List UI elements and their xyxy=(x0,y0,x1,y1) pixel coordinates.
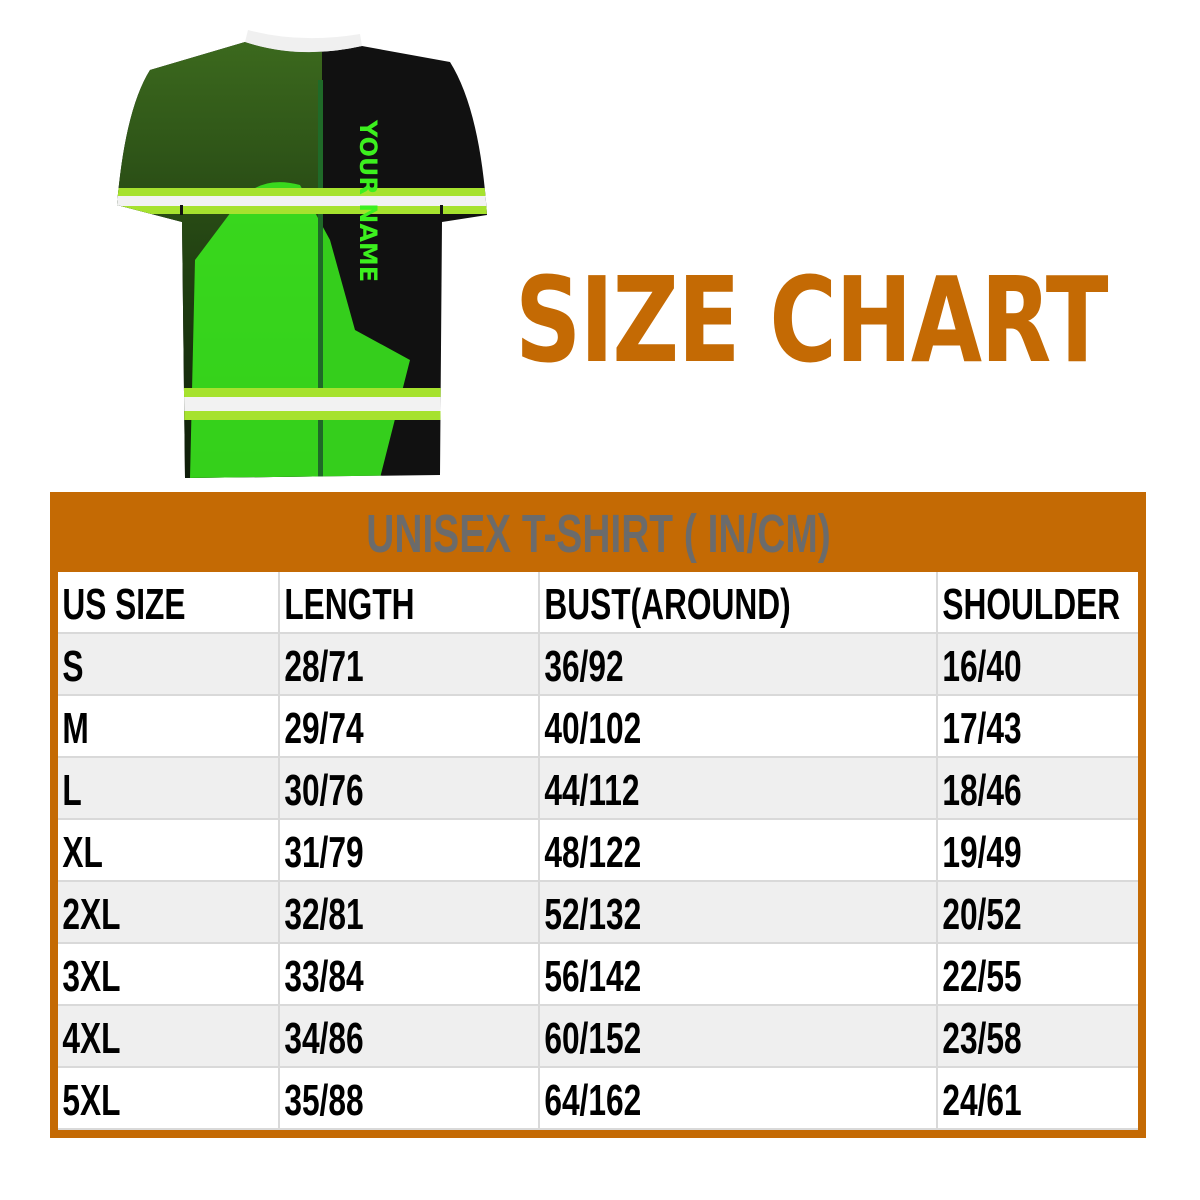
cell-bust: 64/162 xyxy=(540,1068,938,1130)
cell-size: 5XL xyxy=(58,1068,280,1130)
cell-shoulder: 18/46 xyxy=(942,766,1022,815)
cell-bust: 36/92 xyxy=(540,634,938,696)
table-row: S 28/71 36/92 16/40 xyxy=(58,634,1138,696)
page-title: SIZE CHART xyxy=(515,251,1108,389)
cell-length: 30/76 xyxy=(280,758,540,820)
cell-shoulder: 24/61 xyxy=(942,1076,1022,1125)
tshirt-image: YOUR NAME xyxy=(117,30,487,478)
cell-length: 29/74 xyxy=(280,696,540,758)
cell-shoulder: 20/52 xyxy=(942,890,1022,939)
cell-length: 31/79 xyxy=(280,820,540,882)
table-row: 5XL 35/88 64/162 24/61 xyxy=(58,1068,1138,1130)
cell-shoulder: 17/43 xyxy=(942,704,1022,753)
header-us-size: US SIZE xyxy=(58,572,280,634)
table-title-text: UNISEX T-SHIRT ( IN/CM) xyxy=(365,504,831,564)
size-grid: US SIZE LENGTH BUST(AROUND) SHOULDER S 28… xyxy=(58,572,1138,1130)
cell-shoulder: 19/49 xyxy=(942,828,1022,877)
cell-size: XL xyxy=(58,820,280,882)
cell-length: 32/81 xyxy=(280,882,540,944)
cell-length: 33/84 xyxy=(280,944,540,1006)
table-row: 2XL 32/81 52/132 20/52 xyxy=(58,882,1138,944)
cell-size: 2XL xyxy=(58,882,280,944)
cell-bust: 60/152 xyxy=(540,1006,938,1068)
cell-size: 3XL xyxy=(58,944,280,1006)
cell-size: L xyxy=(58,758,280,820)
cell-size: 4XL xyxy=(58,1006,280,1068)
size-table: UNISEX T-SHIRT ( IN/CM) US SIZE LENGTH B… xyxy=(50,492,1146,1138)
cell-bust: 56/142 xyxy=(540,944,938,1006)
cell-length: 28/71 xyxy=(280,634,540,696)
table-row: M 29/74 40/102 17/43 xyxy=(58,696,1138,758)
cell-bust: 48/122 xyxy=(540,820,938,882)
header-bust: BUST(AROUND) xyxy=(540,572,938,634)
table-header-row: US SIZE LENGTH BUST(AROUND) SHOULDER xyxy=(58,572,1138,634)
table-title: UNISEX T-SHIRT ( IN/CM) xyxy=(50,492,1146,570)
header-shoulder: SHOULDER xyxy=(942,580,1121,629)
cell-bust: 52/132 xyxy=(540,882,938,944)
table-row: 4XL 34/86 60/152 23/58 xyxy=(58,1006,1138,1068)
header-length: LENGTH xyxy=(280,572,540,634)
cell-shoulder: 16/40 xyxy=(942,642,1022,691)
cell-shoulder: 22/55 xyxy=(942,952,1022,1001)
cell-bust: 40/102 xyxy=(540,696,938,758)
cell-size: S xyxy=(58,634,280,696)
cell-shoulder: 23/58 xyxy=(942,1014,1022,1063)
cell-length: 34/86 xyxy=(280,1006,540,1068)
cell-length: 35/88 xyxy=(280,1068,540,1130)
shirt-print-text: YOUR NAME xyxy=(354,119,382,282)
table-row: XL 31/79 48/122 19/49 xyxy=(58,820,1138,882)
table-row: 3XL 33/84 56/142 22/55 xyxy=(58,944,1138,1006)
cell-bust: 44/112 xyxy=(540,758,938,820)
cell-size: M xyxy=(58,696,280,758)
table-row: L 30/76 44/112 18/46 xyxy=(58,758,1138,820)
